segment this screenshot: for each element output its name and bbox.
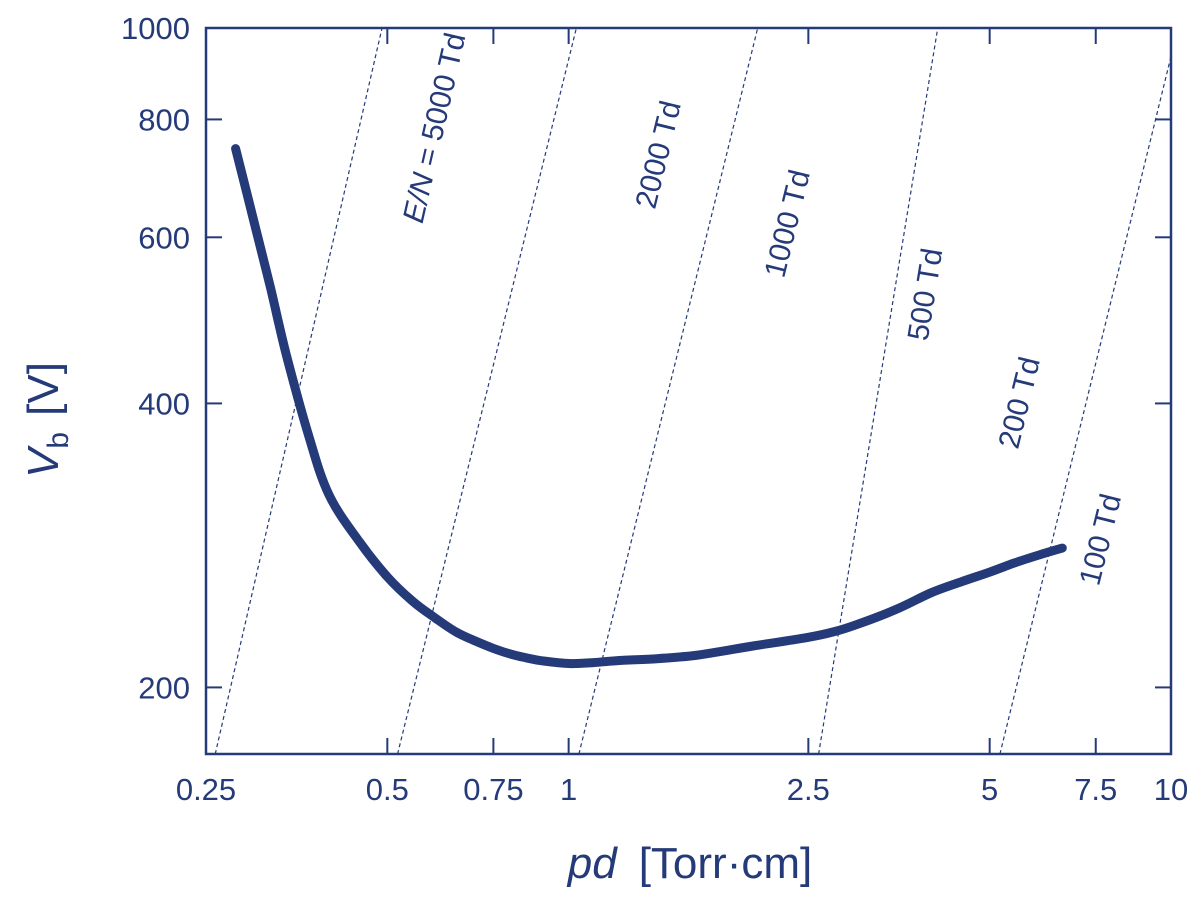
y-tick-label: 800 <box>138 102 190 137</box>
y-axis-title-subscript: b <box>42 432 75 449</box>
x-tick-label: 10 <box>1154 772 1188 807</box>
series-group <box>231 144 1067 669</box>
y-axis-title: Vb [V] <box>19 362 75 478</box>
reference-line-label: 2000 Td <box>630 98 688 212</box>
y-axis-tick-labels: 200 400 600 800 1000 <box>121 11 190 705</box>
x-tick-label: 2.5 <box>787 772 830 807</box>
reference-line <box>397 28 577 754</box>
y-axis-title-variable: V <box>19 445 68 478</box>
breakdown-voltage-curve <box>231 144 1067 669</box>
reference-line <box>578 28 759 754</box>
x-axis-title-unit: [Torr·cm] <box>639 839 813 888</box>
reference-line <box>1170 751 1171 754</box>
y-tick-label: 200 <box>138 670 190 705</box>
x-tick-label: 0.5 <box>366 772 409 807</box>
x-tick-label: 1 <box>560 772 577 807</box>
x-tick-label: 0.25 <box>176 772 236 807</box>
y-axis-title-unit: [V] <box>19 362 68 416</box>
reference-line-label: 500 Td <box>902 246 950 343</box>
x-tick-label: 7.5 <box>1074 772 1117 807</box>
y-axis-ticks <box>206 118 1171 689</box>
y-tick-label: 400 <box>138 386 190 421</box>
y-tick-label: 1000 <box>121 11 190 46</box>
x-tick-label: 0.75 <box>463 772 523 807</box>
reference-line-label: 200 Td <box>993 354 1047 452</box>
x-tick-label: 5 <box>981 772 998 807</box>
x-axis-title-variable: pd <box>566 839 618 888</box>
reduced-field-reference-lines <box>214 28 1171 754</box>
x-axis-title: pd [Torr·cm] <box>566 839 812 888</box>
reference-line-label: 1000 Td <box>759 167 817 281</box>
reference-line-label: E/N = 5000 Td <box>397 30 472 226</box>
reference-line <box>999 53 1171 754</box>
x-axis-tick-labels: 0.25 0.5 0.75 1 2.5 5 7.5 10 <box>176 772 1188 807</box>
reference-line-label: 100 Td <box>1074 491 1128 589</box>
x-axis-ticks <box>386 28 1097 754</box>
y-tick-label: 600 <box>138 220 190 255</box>
reference-line <box>818 28 939 754</box>
plot-frame <box>204 26 1173 756</box>
